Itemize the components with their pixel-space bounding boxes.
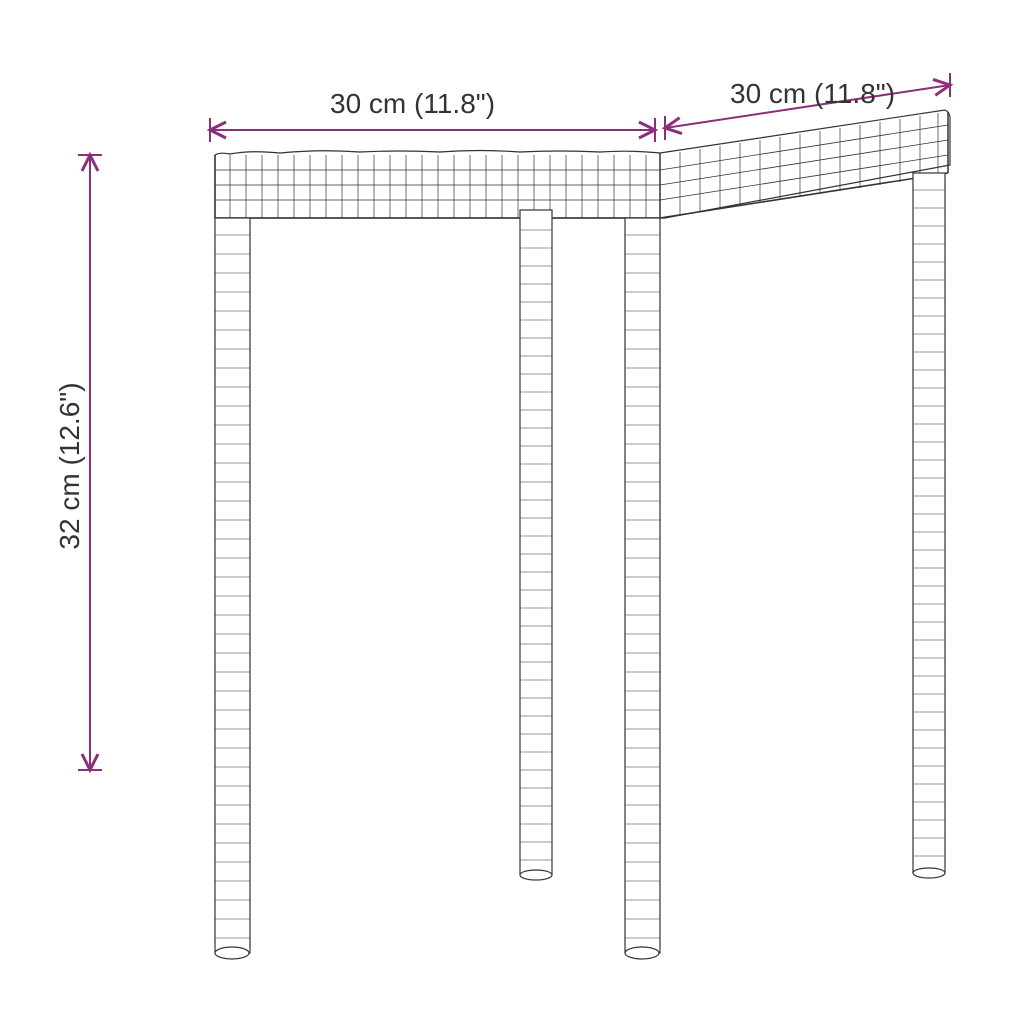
leg-front-right (625, 218, 660, 959)
leg-front-left (215, 218, 250, 959)
depth-label: 30 cm (11.8") (730, 78, 895, 110)
table-legs (215, 173, 945, 959)
leg-back-right (913, 173, 945, 878)
height-label: 32 cm (12.6") (54, 366, 86, 566)
leg-back-left (520, 210, 552, 880)
diagram-svg (0, 0, 1024, 1024)
table-top (215, 110, 950, 218)
width-label: 30 cm (11.8") (330, 88, 495, 120)
dimension-diagram: 30 cm (11.8") 30 cm (11.8") 32 cm (12.6"… (0, 0, 1024, 1024)
